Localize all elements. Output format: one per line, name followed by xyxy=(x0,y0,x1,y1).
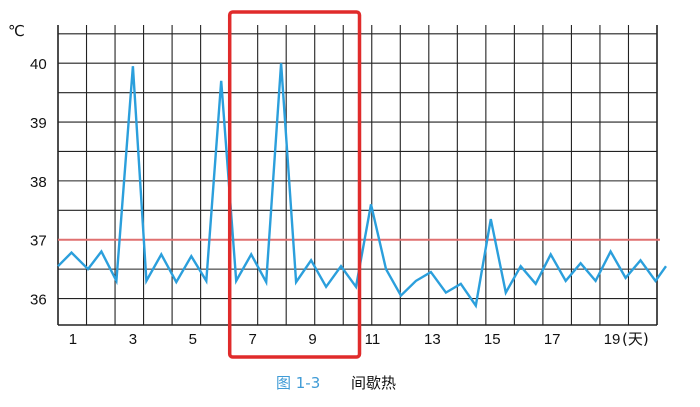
y-tick-label: 38 xyxy=(30,174,47,191)
x-tick-label: 13 xyxy=(424,331,441,348)
x-tick-label: 1 xyxy=(69,331,77,348)
y-tick-labels: 36 37 38 39 40 xyxy=(30,56,47,308)
x-tick-labels: 1 3 5 7 9 11 13 15 17 19 xyxy=(69,331,621,348)
figure-title: 间歇热 xyxy=(351,374,396,392)
grid xyxy=(57,25,658,326)
x-tick-label: 15 xyxy=(484,331,501,348)
highlight-box xyxy=(227,10,362,359)
temperature-series-line xyxy=(57,63,667,309)
x-tick-label: 3 xyxy=(129,331,137,348)
y-tick-label: 37 xyxy=(30,233,47,250)
y-tick-label: 36 xyxy=(30,292,47,309)
y-tick-label: 39 xyxy=(30,115,47,132)
y-tick-label: 40 xyxy=(30,56,47,73)
x-tick-label: 7 xyxy=(249,331,257,348)
x-tick-label: 9 xyxy=(308,331,316,348)
x-tick-label: 11 xyxy=(365,331,381,348)
x-tick-label: 17 xyxy=(544,331,561,348)
y-unit-label: ℃ xyxy=(8,22,25,40)
figure-number: 图 1-3 xyxy=(276,374,320,392)
x-tick-label: 19 xyxy=(604,331,621,348)
x-unit-label: (天) xyxy=(622,330,649,348)
x-tick-label: 5 xyxy=(189,331,197,348)
